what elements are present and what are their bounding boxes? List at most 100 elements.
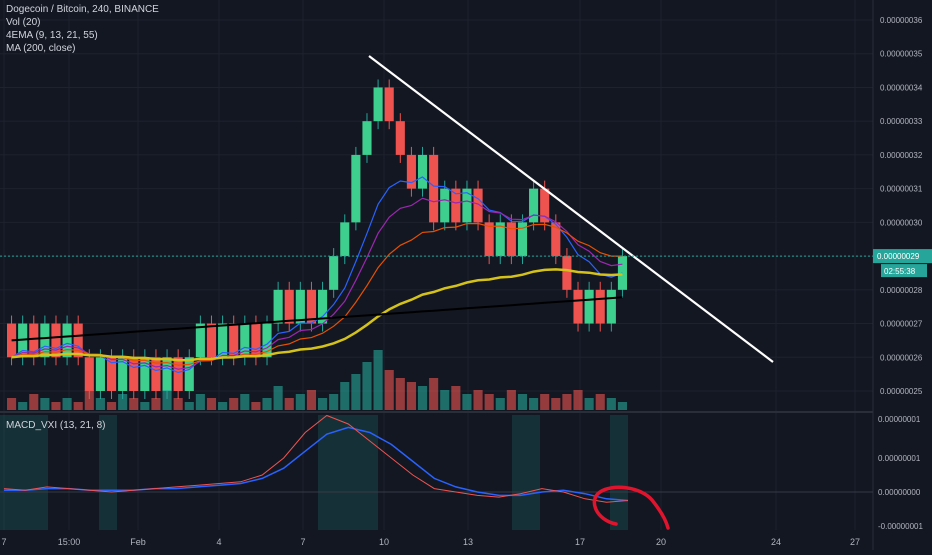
candle-body (595, 289, 605, 324)
volume-bar (429, 378, 439, 410)
volume-bar (529, 398, 539, 410)
x-tick-label: 27 (850, 537, 860, 547)
candle-body (462, 188, 472, 223)
volume-bar (240, 394, 250, 410)
candle-body (140, 357, 150, 391)
candle-body (440, 188, 450, 223)
volume-bar (584, 398, 594, 410)
indicator-ma[interactable]: MA (200, close) (6, 43, 76, 54)
volume-bar (595, 394, 605, 410)
y-tick-label: 0.00000033 (880, 117, 923, 126)
y-tick-label: 0.00000035 (880, 50, 923, 59)
candle-body (584, 289, 594, 324)
candle-body (295, 289, 305, 324)
candle-body (351, 154, 361, 223)
volume-bar (195, 394, 205, 410)
ema-13-line (11, 197, 623, 370)
trendline (368, 55, 774, 363)
macd-tick-label: -0.00000001 (878, 522, 923, 531)
candle-body (540, 188, 550, 223)
candle-body (529, 188, 539, 223)
candle-body (106, 357, 117, 391)
candle-body (184, 357, 194, 391)
y-tick-label: 0.00000034 (880, 83, 923, 92)
volume-bar (562, 394, 572, 410)
candle-body (562, 256, 572, 290)
y-tick-label: 0.00000036 (880, 16, 923, 25)
candle-body (262, 323, 272, 358)
volume-bar (617, 402, 627, 410)
macd-zone (610, 415, 628, 530)
volume-bar (540, 394, 550, 410)
candle-body (617, 256, 627, 290)
candle-body (206, 323, 217, 358)
x-tick-label: 7 (300, 537, 305, 547)
candle-body (373, 87, 383, 122)
volume-bar (506, 390, 516, 410)
volume-bar (295, 394, 305, 410)
indicator-ema[interactable]: 4EMA (9, 13, 21, 55) (6, 30, 98, 41)
volume-bar (462, 394, 472, 410)
candle-body (506, 222, 516, 257)
volume-bar (340, 382, 350, 410)
macd-zone (99, 415, 117, 530)
candle-body (151, 357, 161, 391)
volume-bar (29, 394, 39, 410)
y-tick-label: 0.00000032 (880, 151, 923, 160)
volume-bar (106, 402, 117, 410)
volume-bar (473, 390, 483, 410)
volume-bar (151, 398, 161, 410)
volume-bar (417, 386, 428, 410)
candle-body (229, 323, 239, 358)
volume-bar (573, 390, 583, 410)
macd-zone (0, 415, 48, 530)
candle-body (118, 357, 128, 391)
candle-body (406, 154, 416, 189)
ma-200-line (11, 296, 623, 342)
candle-body (318, 289, 328, 324)
volume-bar (62, 398, 72, 410)
volume-bar (84, 390, 94, 410)
macd-label[interactable]: MACD_VXI (13, 21, 8) (6, 420, 106, 431)
candle-body (517, 222, 528, 257)
chart-legend: Dogecoin / Bitcoin, 240, BINANCE Vol (20… (6, 3, 159, 55)
volume-bar (218, 402, 228, 410)
candle-body (162, 357, 172, 391)
candle-body (73, 323, 83, 358)
macd-line (3, 414, 629, 503)
candle-body (29, 323, 39, 358)
volume-bar (373, 350, 383, 410)
x-tick-label: Feb (130, 537, 146, 547)
volume-bar (251, 402, 261, 410)
x-tick-label: 24 (771, 537, 781, 547)
candle-body (451, 188, 461, 223)
y-tick-label: 0.00000028 (880, 286, 923, 295)
volume-bar (362, 362, 372, 410)
chart-title: Dogecoin / Bitcoin, 240, BINANCE (6, 4, 159, 15)
macd-tick-label: 0.00000001 (878, 415, 921, 424)
candle-body (40, 323, 50, 358)
candle-body (173, 357, 183, 391)
x-tick-label: 13 (463, 537, 473, 547)
indicator-volume[interactable]: Vol (20) (6, 17, 41, 28)
y-tick-label: 0.00000025 (880, 387, 923, 396)
y-tick-label: 0.00000030 (880, 218, 923, 227)
volume-bar (517, 394, 528, 410)
last-price-label: 0.00000029 (877, 252, 920, 261)
ema-55-line (11, 268, 623, 362)
candle-body (606, 289, 616, 324)
candle-body (395, 121, 405, 155)
x-tick-label: 15:00 (58, 537, 81, 547)
x-tick-label: 10 (379, 537, 389, 547)
y-tick-label: 0.00000026 (880, 353, 923, 362)
x-tick-label: 20 (656, 537, 666, 547)
volume-bar (7, 398, 17, 410)
volume-bar (173, 398, 183, 410)
candle-body (384, 87, 394, 122)
volume-bar (229, 398, 239, 410)
volume-bar (273, 386, 283, 410)
volume-bar (140, 402, 150, 410)
candle-body (62, 323, 72, 358)
